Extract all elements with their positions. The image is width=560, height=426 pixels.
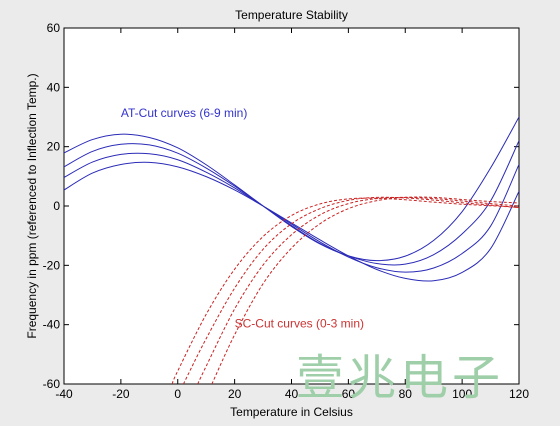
sc-cut-curve-6 (182, 196, 519, 384)
plot-area (63, 27, 520, 385)
x-tick-label: 0 (174, 387, 181, 401)
y-tick-label: 60 (47, 21, 61, 35)
y-tick-label: -20 (43, 258, 61, 272)
y-tick-label: 40 (47, 80, 61, 94)
y-tick-label: -60 (43, 377, 61, 391)
at-cut-annotation: AT-Cut curves (6-9 min) (121, 106, 247, 120)
y-axis-label: Frequency in ppm (referenced to Inflecti… (25, 73, 39, 338)
x-tick-label: 60 (342, 387, 356, 401)
watermark: 壹兆电子 (296, 350, 504, 406)
x-tick-label: 20 (228, 387, 242, 401)
at-cut-curve-1 (64, 116, 519, 262)
y-tick-label: -40 (43, 318, 61, 332)
x-tick-label: 80 (399, 387, 413, 401)
at-cut-curve-2 (64, 140, 519, 266)
sc-cut-curve-5 (171, 197, 519, 384)
at-cut-curve-3 (64, 152, 519, 273)
x-axis-label: Temperature in Celsius (230, 405, 353, 419)
x-tick-label: -40 (55, 387, 73, 401)
sc-cut-annotation: SC-Cut curves (0-3 min) (235, 317, 364, 331)
x-tick-label: 40 (285, 387, 299, 401)
x-tick-label: -20 (112, 387, 130, 401)
y-tick-label: 0 (53, 199, 60, 213)
y-tick-label: 20 (47, 140, 61, 154)
sc-cut-curve-8 (211, 196, 519, 384)
sc-cut-curve-7 (197, 196, 519, 384)
at-cut-curve-4 (64, 161, 519, 282)
x-tick-label: 120 (509, 387, 529, 401)
chart-title: Temperature Stability (235, 8, 348, 22)
x-tick-label: 100 (452, 387, 472, 401)
